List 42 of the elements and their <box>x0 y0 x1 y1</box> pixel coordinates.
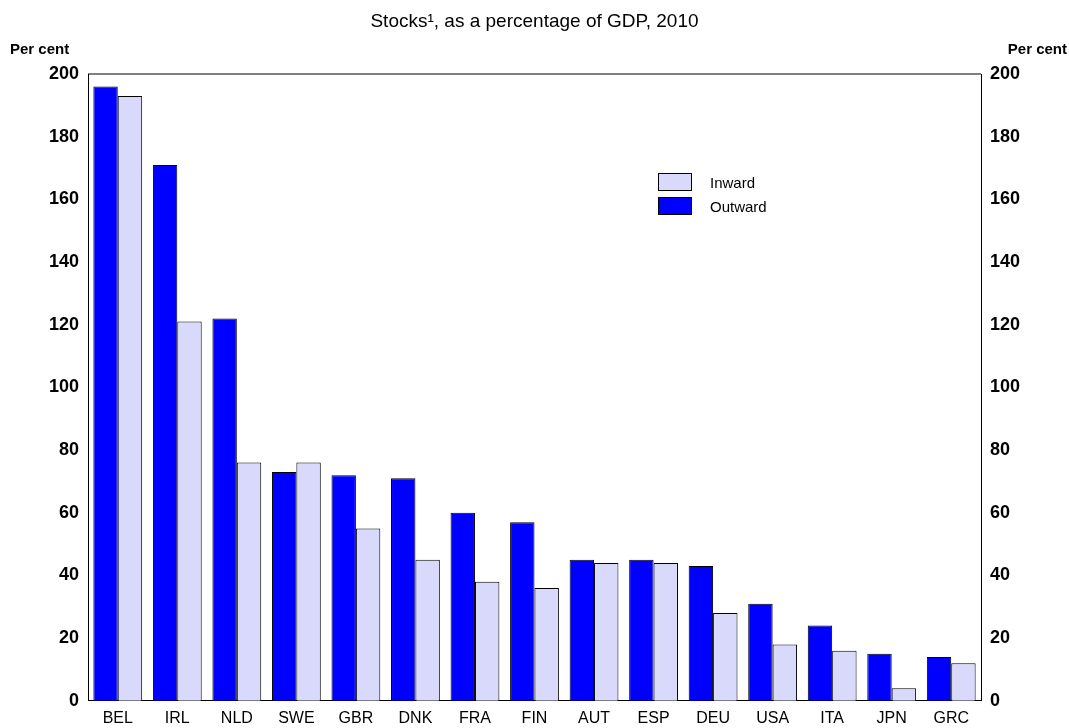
y2-tick-label: 200 <box>990 62 1021 83</box>
y-tick-label: 200 <box>48 62 79 83</box>
x-tick-label: FIN <box>521 708 548 726</box>
x-tick-label: USA <box>756 708 790 726</box>
x-tick-label: ESP <box>637 708 670 726</box>
y2-tick-label: 20 <box>990 627 1011 648</box>
x-tick-label: SWE <box>278 708 315 726</box>
x-tick-label: FRA <box>458 708 492 726</box>
x-tick-label: DEU <box>696 708 730 726</box>
y2-tick-label: 60 <box>990 501 1011 522</box>
y-tick-label: 120 <box>48 313 79 334</box>
x-tick-label: NLD <box>220 708 253 726</box>
y-tick-label: 60 <box>58 501 79 522</box>
x-tick-label: IRL <box>164 708 190 726</box>
y2-tick-label: 80 <box>990 439 1011 460</box>
y-tick-label: 80 <box>58 439 79 460</box>
x-tick-label: GBR <box>338 708 374 726</box>
x-tick-label: JPN <box>876 708 907 726</box>
legend-label: Outward <box>710 197 767 215</box>
y2-tick-label: 40 <box>990 564 1011 585</box>
y2-tick-label: 180 <box>990 125 1021 146</box>
y2-tick-label: 140 <box>990 251 1021 272</box>
y2-tick-label: 160 <box>990 188 1021 209</box>
y-axis-title: Per cent <box>10 40 70 57</box>
y-tick-label: 100 <box>48 376 79 397</box>
y-tick-label: 180 <box>48 125 79 146</box>
x-tick-label: GRC <box>933 708 970 726</box>
y-tick-label: 160 <box>48 188 79 209</box>
y2-tick-label: 120 <box>990 313 1021 334</box>
chart-title: Stocks¹, as a percentage of GDP, 2010 <box>369 10 700 32</box>
x-tick-label: AUT <box>578 708 611 726</box>
x-tick-label: DNK <box>398 708 433 726</box>
legend-label: Inward <box>710 173 756 191</box>
y-tick-label: 140 <box>48 251 79 272</box>
y-tick-label: 0 <box>68 689 79 710</box>
x-tick-label: ITA <box>820 708 845 726</box>
y-tick-label: 40 <box>58 564 79 585</box>
x-tick-label: BEL <box>102 708 133 726</box>
y2-tick-label: 0 <box>990 689 1001 710</box>
y2-axis-title: Per cent <box>1007 40 1067 57</box>
y2-tick-label: 100 <box>990 376 1021 397</box>
y-tick-label: 20 <box>58 627 79 648</box>
